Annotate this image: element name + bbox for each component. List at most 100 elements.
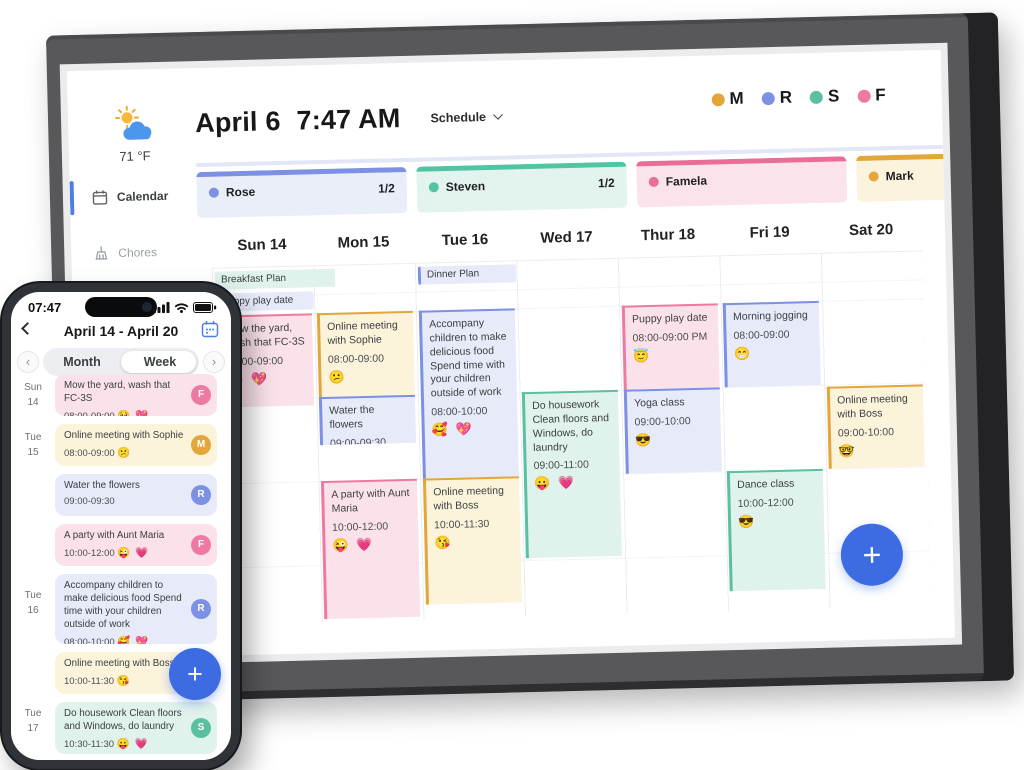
phone-add-event-button[interactable]: + <box>169 648 221 700</box>
event-emoji: 😎 <box>737 513 757 529</box>
calendar-picker-icon[interactable] <box>201 320 219 338</box>
battery-icon <box>193 302 217 313</box>
event-time: 09:00-09:30 <box>329 436 387 446</box>
legend-item-r[interactable]: R <box>761 88 792 109</box>
event-time: 08:00-09:00 <box>327 352 385 366</box>
legend-dot <box>857 89 871 103</box>
view-selector-dropdown[interactable]: Schedule <box>430 109 503 125</box>
event-title: Online meeting with Boss <box>836 392 908 421</box>
event-title: A party with Aunt Maria <box>64 530 165 541</box>
list-item[interactable]: Mow the yard, wash that FC-3S 08:00-09:0… <box>55 374 217 416</box>
event-card[interactable]: Online meeting with Boss 09:00-10:00 🤓 <box>826 384 925 469</box>
list-item[interactable]: A party with Aunt Maria 10:00-12:00 😜 💗 … <box>55 524 217 566</box>
event-title: A party with Aunt Maria <box>331 486 410 515</box>
allday-event-title: Breakfast Plan <box>220 272 287 286</box>
day-label: Sun 14 <box>24 382 42 408</box>
event-time: 10:30-11:30 😛 💗 <box>64 737 149 750</box>
temperature: 71 °F <box>119 148 151 164</box>
member-card-mark[interactable]: Mark <box>856 153 955 202</box>
event-card[interactable]: Online meeting with Boss 10:00-11:30 😘 <box>422 476 522 605</box>
tab-month[interactable]: Month <box>63 355 101 369</box>
day-header[interactable]: Sun 14 <box>237 235 287 255</box>
event-card[interactable]: Dance class 10:00-12:00 😎 <box>726 468 826 592</box>
prev-week-button[interactable]: ‹ <box>17 351 39 373</box>
event-emoji: 😎 <box>634 431 654 448</box>
member-name: Famela <box>665 173 708 189</box>
event-emoji: 😁 <box>733 345 753 361</box>
day-header[interactable]: Fri 19 <box>749 223 790 242</box>
member-dot <box>648 176 659 188</box>
event-emoji: 😕 <box>328 369 347 385</box>
week-range-title: April 14 - April 20 <box>63 323 179 339</box>
member-card-famela[interactable]: Famela <box>636 156 848 208</box>
member-name: Rose <box>225 184 256 200</box>
list-item[interactable]: Accompany children to make delicious foo… <box>55 574 217 644</box>
event-card[interactable]: Accompany children to make delicious foo… <box>418 308 519 479</box>
day-header[interactable]: Tue 16 <box>441 230 489 250</box>
display-header: April 6 7:47 AM Schedule <box>194 101 503 139</box>
camera-lens <box>142 302 152 312</box>
event-time: 08:00-09:00 😕 <box>64 446 132 459</box>
phone-status-time: 07:47 <box>28 300 62 315</box>
event-title: Puppy play date <box>631 311 708 326</box>
avatar: R <box>191 599 211 619</box>
legend-letter: R <box>779 87 793 107</box>
next-week-button[interactable]: › <box>203 351 225 373</box>
event-emoji: 😇 <box>632 347 652 364</box>
member-count: 1/2 <box>597 175 615 191</box>
sidebar-item-calendar[interactable]: Calendar <box>70 181 169 213</box>
day-header[interactable]: Thur 18 <box>640 225 696 245</box>
plus-icon: + <box>862 535 882 573</box>
weather-widget: 71 °F <box>106 105 163 164</box>
event-title: Accompany children to make delicious foo… <box>64 580 182 630</box>
legend-item-f[interactable]: F <box>857 85 886 106</box>
list-item[interactable]: Do housework Clean floors and Windows, d… <box>55 702 217 754</box>
event-emoji: 🤓 <box>838 442 857 459</box>
legend-item-s[interactable]: S <box>809 86 840 107</box>
tab-week[interactable]: Week <box>143 355 177 369</box>
event-time: 09:00-10:00 <box>634 414 691 429</box>
list-item[interactable]: Online meeting with Sophie 08:00-09:00 😕… <box>55 424 217 466</box>
event-time: 08:00-10:00 🥰 💖 <box>64 635 189 644</box>
day-header[interactable]: Mon 15 <box>337 233 390 252</box>
allday-event[interactable]: Breakfast Plan <box>214 268 336 290</box>
event-time: 10:00-11:30 <box>433 517 490 532</box>
event-card[interactable]: Do housework Clean floors and Windows, d… <box>521 389 622 559</box>
legend-letter: M <box>729 88 744 109</box>
event-time: 09:00-11:00 <box>533 459 590 473</box>
header-date: April 6 <box>194 106 281 139</box>
event-title: Online meeting with Boss <box>64 658 175 669</box>
event-time: 08:00-09:00 🥺 💖 <box>64 409 189 416</box>
event-title: Yoga class <box>633 396 685 410</box>
sidebar-label: Chores <box>118 245 158 261</box>
event-card[interactable]: Online meeting with Sophie 08:00-09:00 😕 <box>316 310 415 398</box>
event-emoji: 😛 💗 <box>533 475 577 492</box>
phone: 07:47 <box>2 283 240 769</box>
event-title: Accompany children to make delicious foo… <box>429 317 507 400</box>
event-card[interactable]: Morning jogging 08:00-09:00 😁 <box>722 300 821 388</box>
cellular-signal-icon <box>153 302 170 313</box>
sidebar-item-chores[interactable]: Chores <box>71 237 157 269</box>
day-header[interactable]: Wed 17 <box>540 228 593 247</box>
event-card[interactable]: A party with Aunt Maria 10:00-12:00 😜 💗 <box>320 478 421 620</box>
chevron-down-icon <box>492 109 503 120</box>
event-title: Do housework Clean floors and Windows, d… <box>532 398 610 454</box>
segmented-control-row: ‹ Month Week › <box>11 348 231 376</box>
member-card-rose[interactable]: Rose 1/2 <box>196 166 408 219</box>
list-item[interactable]: Water the flowers 09:00-09:30 R <box>55 474 217 516</box>
event-title: Online meeting with Boss <box>433 484 505 513</box>
day-header[interactable]: Sat 20 <box>848 221 894 240</box>
legend-item-m[interactable]: M <box>711 89 744 110</box>
phone-status-icons <box>153 302 217 313</box>
member-card-steven[interactable]: Steven 1/2 <box>416 161 628 213</box>
allday-event[interactable]: Dinner Plan <box>417 264 517 285</box>
event-card[interactable]: Water the flowers 09:00-09:30 <box>318 394 417 446</box>
event-card[interactable]: Yoga class 09:00-10:00 😎 <box>623 387 722 474</box>
avatar: F <box>191 385 211 405</box>
legend-letter: F <box>875 85 886 105</box>
event-emoji: 🥺 💖 <box>117 409 150 416</box>
smart-calendar-display: 71 °F April 6 7:47 AM Schedule M <box>45 12 1015 704</box>
event-card[interactable]: Puppy play date 08:00-09:00 PM 😇 <box>621 303 720 390</box>
avatar: S <box>191 718 211 738</box>
calendar-icon <box>92 190 108 205</box>
